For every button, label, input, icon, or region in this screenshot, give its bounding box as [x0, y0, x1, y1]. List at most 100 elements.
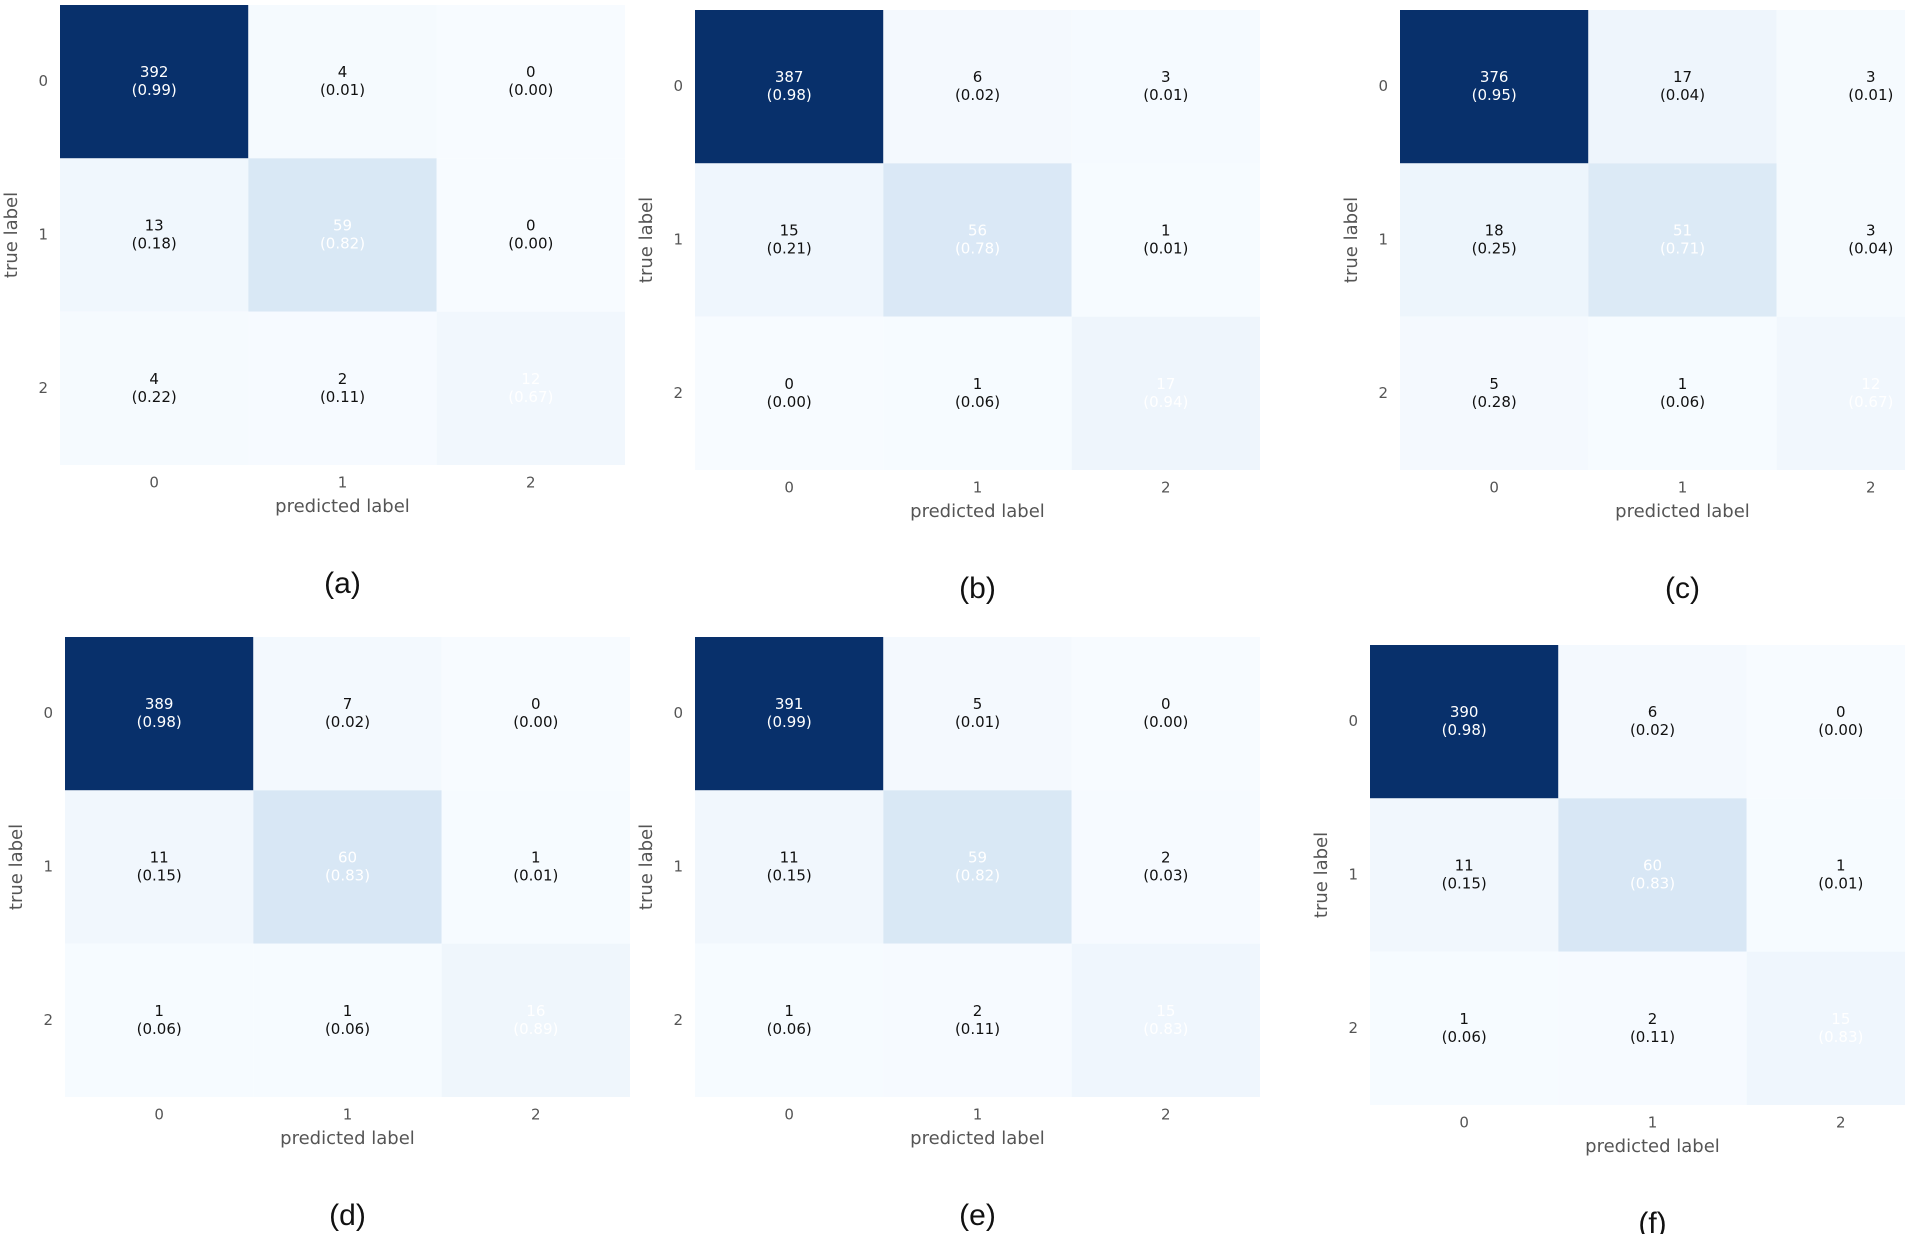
cell-count: 18 [1485, 222, 1504, 240]
cell-share: (0.15) [137, 867, 182, 885]
cell [883, 10, 1072, 164]
y-tick-label: 0 [38, 72, 48, 90]
cell-share: (0.02) [955, 86, 1000, 104]
cell [1588, 163, 1777, 317]
cell-count: 1 [784, 1002, 794, 1020]
cell-share: (0.89) [513, 1020, 558, 1038]
y-tick-label: 1 [38, 226, 48, 244]
cell [60, 311, 249, 465]
y-axis-label: true label [636, 824, 657, 910]
x-axis-label: predicted label [280, 1128, 415, 1149]
x-tick-label: 0 [1489, 479, 1499, 497]
cell-count: 2 [1648, 1010, 1658, 1028]
cell-count: 391 [775, 695, 804, 713]
cell [1071, 943, 1260, 1097]
cell-count: 387 [775, 68, 804, 86]
panel: 387(0.98)6(0.02)3(0.01)15(0.21)56(0.78)1… [636, 10, 1260, 605]
cell-count: 17 [1156, 375, 1175, 393]
cell-count: 2 [338, 370, 348, 388]
cell-count: 1 [343, 1002, 353, 1020]
cell-count: 6 [1648, 703, 1658, 721]
cell-share: (0.02) [325, 713, 370, 731]
cell-count: 392 [140, 63, 169, 81]
panel: 391(0.99)5(0.01)0(0.00)11(0.15)59(0.82)2… [636, 637, 1260, 1232]
y-tick-label: 1 [1348, 866, 1358, 884]
cell [695, 943, 884, 1097]
y-tick-label: 0 [1378, 77, 1388, 95]
cell-share: (0.21) [767, 240, 812, 258]
cell-share: (0.67) [1848, 393, 1893, 411]
cell-count: 60 [1643, 857, 1662, 875]
y-tick-label: 2 [673, 1011, 683, 1029]
cell [695, 10, 884, 164]
cell-count: 376 [1480, 68, 1509, 86]
cell-count: 1 [1678, 375, 1688, 393]
x-tick-label: 2 [526, 474, 536, 492]
cell [253, 943, 442, 1097]
cell [883, 637, 1072, 791]
cell-share: (0.01) [1818, 875, 1863, 893]
cell [60, 158, 249, 312]
y-tick-label: 2 [1348, 1019, 1358, 1037]
cell-count: 3 [1161, 68, 1171, 86]
x-tick-label: 1 [973, 1106, 983, 1124]
cell-share: (0.98) [767, 86, 812, 104]
cell-share: (0.01) [1848, 86, 1893, 104]
cell [1370, 951, 1559, 1105]
cell [1746, 645, 1905, 799]
cell [65, 637, 254, 791]
cell-count: 2 [1161, 849, 1171, 867]
cell-count: 11 [1455, 857, 1474, 875]
cell [253, 637, 442, 791]
cell-share: (0.00) [513, 713, 558, 731]
cell-share: (0.99) [132, 81, 177, 99]
cell-count: 0 [526, 217, 536, 235]
cell [248, 5, 437, 159]
cell-count: 51 [1673, 222, 1692, 240]
y-tick-label: 0 [673, 77, 683, 95]
cell-count: 1 [531, 849, 541, 867]
x-tick-label: 1 [1678, 479, 1688, 497]
panel-title: (b) [959, 572, 996, 605]
cell [1071, 10, 1260, 164]
panel: 376(0.95)17(0.04)3(0.01)18(0.25)51(0.71)… [1341, 10, 1905, 605]
y-tick-label: 0 [43, 704, 53, 722]
cell [436, 311, 625, 465]
x-tick-label: 1 [338, 474, 348, 492]
cell-count: 16 [526, 1002, 545, 1020]
cell-share: (0.00) [508, 81, 553, 99]
cell-share: (0.02) [1630, 721, 1675, 739]
cell-share: (0.94) [1143, 393, 1188, 411]
cell [1370, 645, 1559, 799]
cell-count: 0 [1836, 703, 1846, 721]
cell-share: (0.98) [1442, 721, 1487, 739]
panel: 389(0.98)7(0.02)0(0.00)11(0.15)60(0.83)1… [6, 637, 630, 1232]
cell-share: (0.06) [955, 393, 1000, 411]
cell-share: (0.01) [1143, 240, 1188, 258]
cell-count: 1 [1161, 222, 1171, 240]
x-tick-label: 2 [1161, 1106, 1171, 1124]
cell [1776, 163, 1905, 317]
cell [883, 943, 1072, 1097]
x-tick-label: 2 [531, 1106, 541, 1124]
cell [1071, 637, 1260, 791]
y-tick-label: 1 [673, 858, 683, 876]
cell-share: (0.00) [1143, 713, 1188, 731]
x-tick-label: 1 [973, 479, 983, 497]
cell-share: (0.11) [320, 388, 365, 406]
x-tick-label: 1 [343, 1106, 353, 1124]
y-tick-label: 0 [1348, 712, 1358, 730]
cell-count: 12 [1861, 375, 1880, 393]
cell [1400, 316, 1589, 470]
cell-share: (0.06) [1442, 1028, 1487, 1046]
y-tick-label: 1 [43, 858, 53, 876]
cell-count: 59 [333, 217, 352, 235]
cell-share: (0.00) [508, 235, 553, 253]
cell-share: (0.82) [320, 235, 365, 253]
x-tick-label: 2 [1161, 479, 1171, 497]
cell-share: (0.25) [1472, 240, 1517, 258]
cell [436, 5, 625, 159]
cell-share: (0.95) [1472, 86, 1517, 104]
cell-count: 6 [973, 68, 983, 86]
cell [1746, 951, 1905, 1105]
